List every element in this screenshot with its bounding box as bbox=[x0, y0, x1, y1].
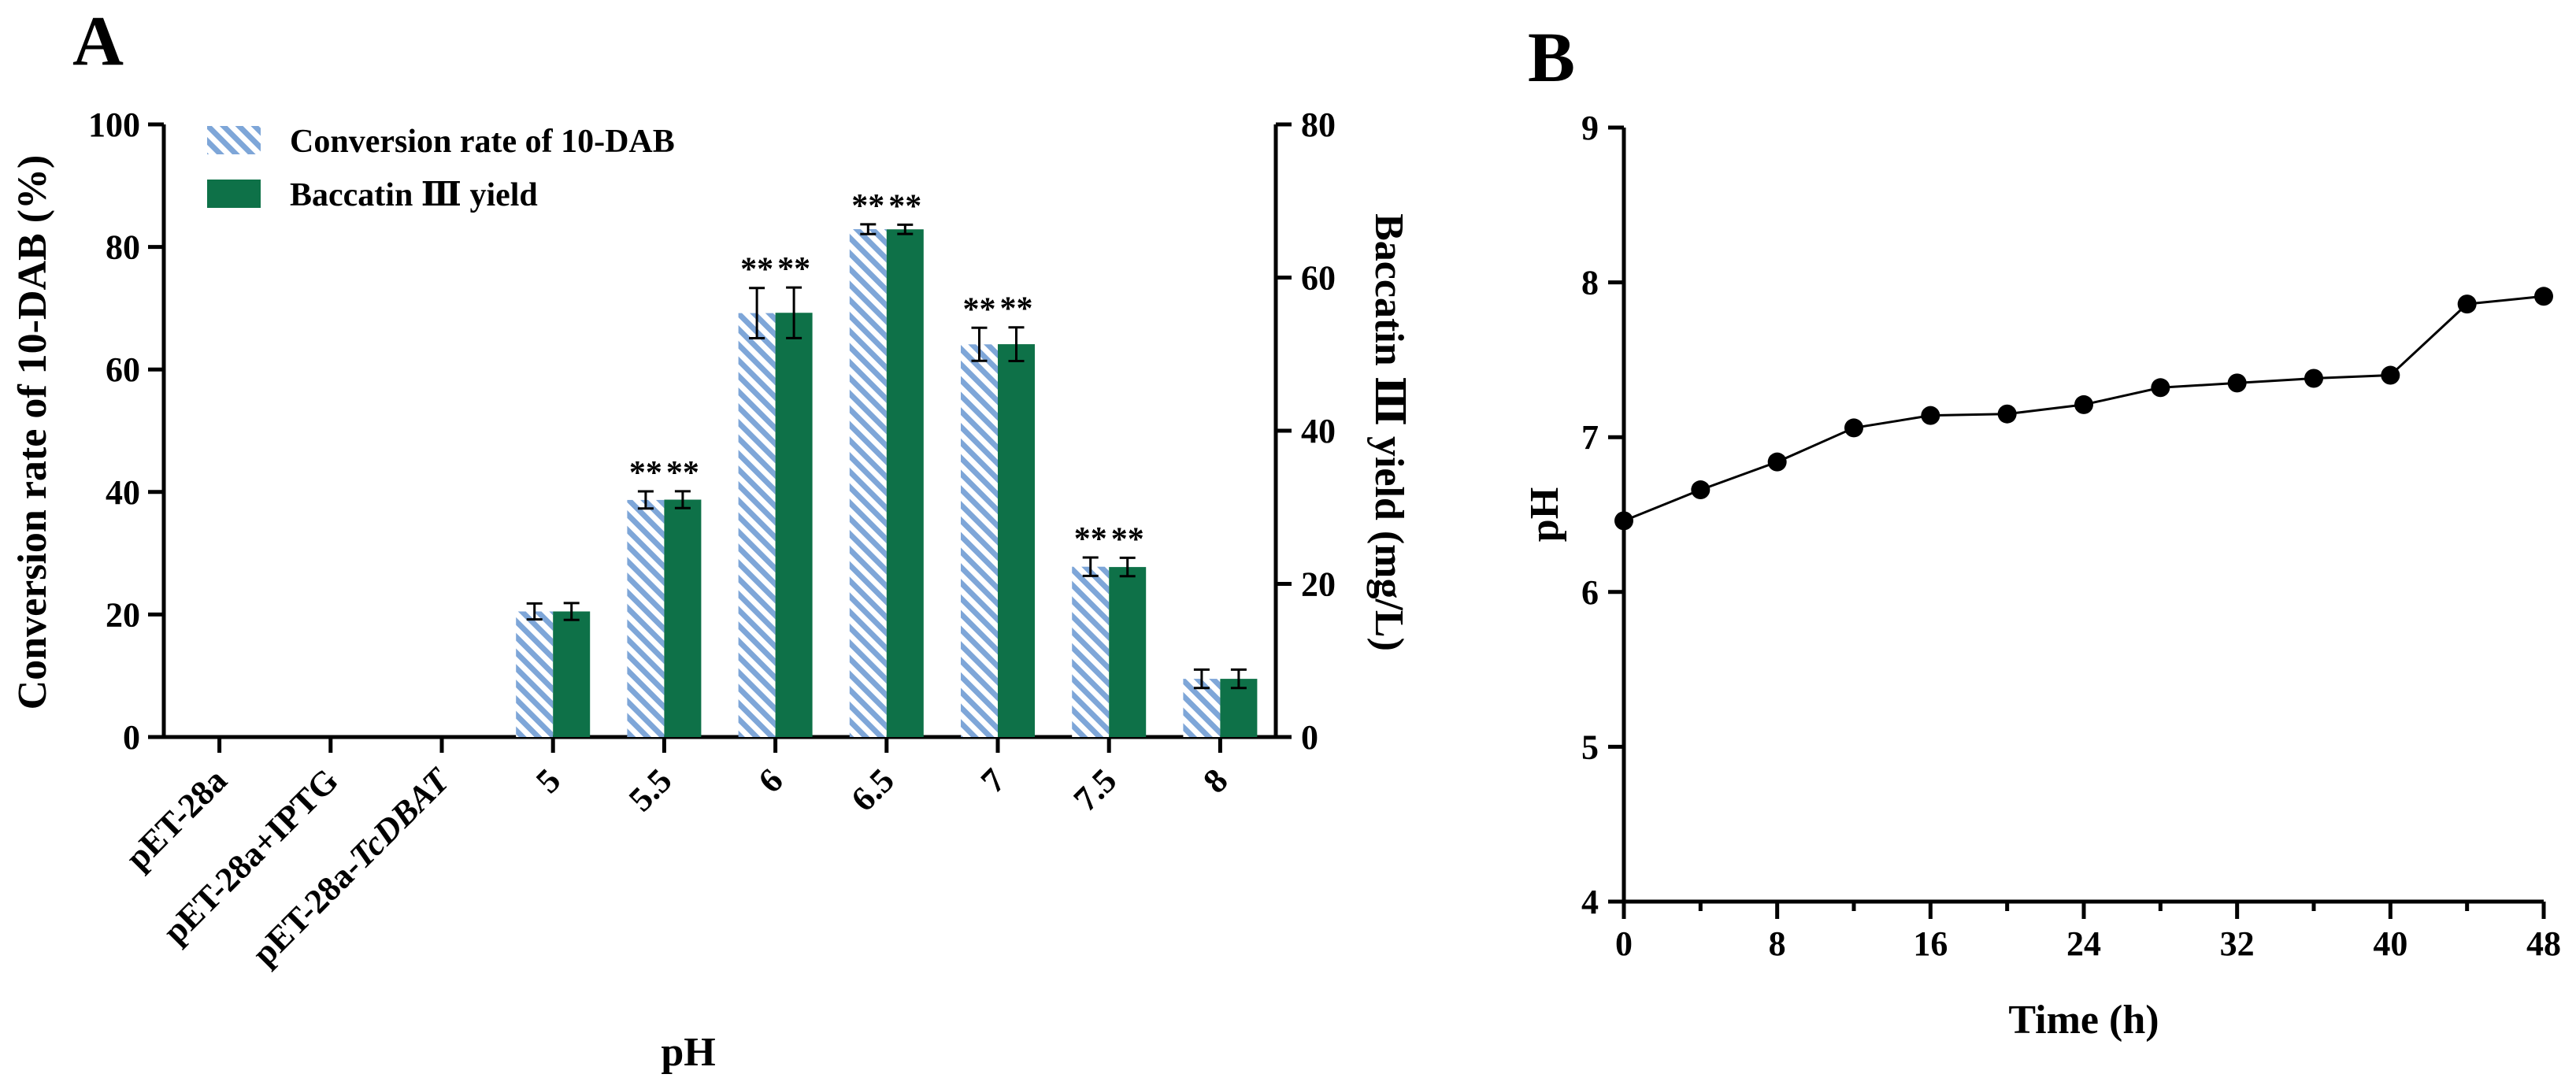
x-tick-label: 6.5 bbox=[843, 761, 902, 819]
bar-yield bbox=[886, 229, 924, 737]
y-tick-label: 6 bbox=[1581, 573, 1599, 612]
x-tick-label: 5.5 bbox=[621, 761, 680, 819]
x-axis-title: pH bbox=[661, 1030, 715, 1075]
x-tick-label: 24 bbox=[2066, 924, 2101, 963]
data-point bbox=[2534, 287, 2553, 306]
data-point bbox=[1691, 480, 1711, 500]
data-point bbox=[2227, 373, 2247, 393]
data-point bbox=[2074, 394, 2093, 414]
x-tick-label: 5 bbox=[528, 761, 568, 800]
y-tick-label-right: 60 bbox=[1301, 259, 1336, 298]
x-tick-label: 16 bbox=[1913, 924, 1948, 963]
bar-yield bbox=[998, 344, 1035, 737]
legend-swatch-conversion bbox=[207, 126, 261, 154]
legend-swatch-yield bbox=[207, 180, 261, 208]
x-tick-label: 6 bbox=[751, 761, 790, 800]
x-tick-label: 8 bbox=[1195, 761, 1235, 800]
y-axis-title-right: Baccatin Ⅲ yield (mg/L) bbox=[1366, 213, 1411, 651]
x-axis-title: Time (h) bbox=[2008, 998, 2159, 1043]
bar-conversion bbox=[738, 313, 776, 737]
bar-yield bbox=[664, 499, 702, 737]
significance-mark: ** bbox=[629, 455, 662, 491]
x-tick-label: 8 bbox=[1769, 924, 1786, 963]
data-point bbox=[2457, 294, 2477, 314]
x-tick-label: pET-28a-TcDBAT bbox=[245, 760, 458, 973]
legend-label-yield: Baccatin Ⅲ yield bbox=[290, 177, 538, 213]
legend-label-conversion: Conversion rate of 10-DAB bbox=[290, 124, 675, 160]
data-point bbox=[1921, 406, 1940, 425]
x-tick-label: 0 bbox=[1615, 924, 1633, 963]
x-tick-label: 7.5 bbox=[1066, 761, 1125, 819]
y-tick-label: 4 bbox=[1581, 883, 1599, 921]
y-axis-title: pH bbox=[1522, 487, 1567, 542]
y-tick-label-right: 20 bbox=[1301, 565, 1336, 604]
significance-mark: ** bbox=[777, 251, 810, 287]
bar-conversion bbox=[516, 611, 554, 737]
significance-mark: ** bbox=[666, 455, 699, 491]
chart-b: B 4 5 6 7 8 9 0 8 16 24 32 40 48 Time (h) pH bbox=[1522, 19, 2561, 1043]
y-tick-label-right: 40 bbox=[1301, 412, 1336, 450]
bar-yield bbox=[1109, 567, 1147, 737]
chart-a: A 020406080100020406080pET-28apET-28a+IP… bbox=[10, 2, 1411, 1075]
significance-mark: ** bbox=[740, 252, 773, 288]
x-tick-label: 7 bbox=[973, 761, 1013, 800]
data-point bbox=[1767, 452, 1787, 472]
y-tick-label-left: 60 bbox=[106, 350, 140, 389]
bar-conversion bbox=[627, 499, 665, 737]
bar-conversion bbox=[1072, 566, 1110, 737]
x-tick-label: pET-28a bbox=[118, 761, 235, 877]
bar-conversion bbox=[961, 344, 998, 737]
y-tick-label-left: 0 bbox=[123, 718, 140, 757]
panel-b-label: B bbox=[1528, 19, 1575, 97]
y-tick-label: 8 bbox=[1581, 264, 1599, 302]
bar-yield bbox=[775, 313, 813, 737]
y-axis-title-left: Conversion rate of 10-DAB (%) bbox=[10, 155, 55, 710]
panel-a-label: A bbox=[72, 2, 124, 80]
significance-mark: ** bbox=[963, 291, 996, 328]
data-point bbox=[1614, 511, 1633, 531]
data-point bbox=[2381, 365, 2400, 385]
y-tick-label: 9 bbox=[1581, 109, 1599, 147]
y-tick-label-left: 80 bbox=[106, 228, 140, 267]
data-point bbox=[2304, 369, 2323, 388]
significance-mark: ** bbox=[1074, 521, 1107, 557]
y-tick-label-right: 80 bbox=[1301, 106, 1336, 144]
data-point bbox=[1997, 404, 2017, 424]
y-tick-label-right: 0 bbox=[1301, 718, 1318, 757]
bar-yield bbox=[553, 611, 591, 737]
significance-mark: ** bbox=[1000, 291, 1033, 328]
data-point bbox=[1844, 418, 1863, 438]
data-point bbox=[2151, 378, 2170, 398]
y-tick-label: 5 bbox=[1581, 728, 1599, 766]
significance-mark: ** bbox=[1111, 521, 1144, 557]
y-tick-label-left: 40 bbox=[106, 473, 140, 512]
significance-mark: ** bbox=[851, 188, 884, 224]
bar-conversion bbox=[849, 229, 887, 738]
x-tick-label: 32 bbox=[2220, 924, 2255, 963]
y-tick-label-left: 20 bbox=[106, 595, 140, 634]
y-tick-label-left: 100 bbox=[88, 106, 140, 144]
significance-mark: ** bbox=[888, 188, 921, 224]
x-tick-label: 48 bbox=[2526, 924, 2561, 963]
y-tick-label: 7 bbox=[1581, 418, 1599, 457]
x-tick-label: 40 bbox=[2373, 924, 2407, 963]
